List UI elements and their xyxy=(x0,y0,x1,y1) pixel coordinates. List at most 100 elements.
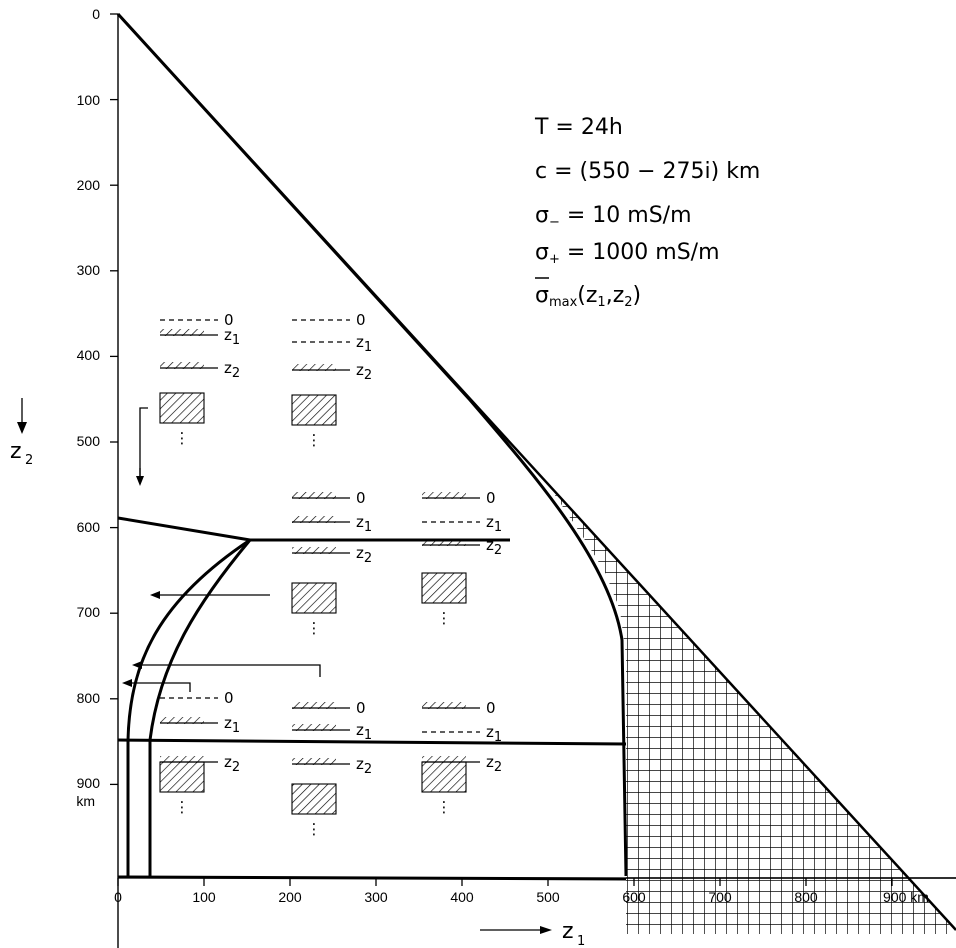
continuation-dots: ⋮ xyxy=(175,429,190,447)
param-period: T = 24h xyxy=(534,115,623,140)
y-tick-label: 700 xyxy=(77,604,101,620)
layer-label: z2 xyxy=(356,361,372,383)
layer-stack: 0z1 z2 ⋮ xyxy=(159,311,240,447)
y-tick-label: 600 xyxy=(77,519,101,535)
layer-label: z1 xyxy=(356,721,372,743)
x-tick-label: 800 xyxy=(794,889,818,905)
conductive-thin-layer xyxy=(292,758,336,765)
conductive-halfspace xyxy=(159,392,205,424)
conductive-thin-layer xyxy=(422,702,466,709)
layer-label: z1 xyxy=(224,326,240,348)
layer-stack: 0 z1 z2 ⋮ xyxy=(291,311,372,449)
y-tick-label: 800 xyxy=(77,690,101,706)
boundary-outer-curve xyxy=(126,538,251,876)
conductive-thin-layer xyxy=(292,547,336,554)
layer-label: z2 xyxy=(224,753,240,775)
layer-label: 0 xyxy=(356,311,366,329)
layer-stack-sketches: 0z1z2⋮0z1z2⋮0z1z2⋮0z1z2⋮0z1z2⋮0z1z2⋮0z1z… xyxy=(159,311,502,838)
x-tick-label: 100 xyxy=(192,889,216,905)
x-axis-title: z 1 xyxy=(480,919,585,948)
layer-label: 0 xyxy=(486,489,496,507)
conductive-thin-layer xyxy=(422,756,466,763)
x-tick-label: 400 xyxy=(450,889,474,905)
conductive-halfspace xyxy=(159,761,205,793)
conductive-thin-layer xyxy=(292,516,336,523)
arrow-shaft xyxy=(130,682,191,692)
y-tick-label: 100 xyxy=(77,92,101,108)
layer-stack: 0 z1 z2 ⋮ xyxy=(291,489,372,637)
conductive-thin-layer xyxy=(292,364,336,371)
continuation-dots: ⋮ xyxy=(175,798,190,816)
svg-text:2: 2 xyxy=(25,453,33,468)
conductive-thin-layer xyxy=(160,362,204,369)
param-sigma-plus: σ+ = 1000 mS/m xyxy=(535,240,720,267)
layer-label: z2 xyxy=(224,359,240,381)
conductive-thin-layer xyxy=(422,492,466,499)
svg-text:z: z xyxy=(10,439,22,464)
layer-label: z2 xyxy=(486,753,502,775)
boundary-curved-right xyxy=(116,12,628,877)
arrow-head xyxy=(122,679,132,687)
conductive-thin-layer xyxy=(292,492,336,499)
conductive-halfspace xyxy=(291,783,337,815)
x-tick-label: 0 xyxy=(114,889,122,905)
conductive-thin-layer xyxy=(160,717,204,724)
x-tick-label: 700 xyxy=(708,889,732,905)
boundary-inner-curve xyxy=(148,539,252,876)
layer-label: 0 xyxy=(356,699,366,717)
conductive-halfspace xyxy=(291,582,337,614)
y-tick-label: 300 xyxy=(77,262,101,278)
continuation-dots: ⋮ xyxy=(437,609,452,627)
arrow-shaft xyxy=(140,664,321,677)
layer-label: z1 xyxy=(356,513,372,535)
conductive-thin-layer xyxy=(422,539,466,546)
x-axis-ticks xyxy=(117,877,956,886)
conductive-thin-layer xyxy=(292,724,336,731)
layer-label: 0 xyxy=(224,689,234,707)
gridded-area-lower xyxy=(118,14,956,934)
continuation-dots: ⋮ xyxy=(307,431,322,449)
x-tick-label: 300 xyxy=(364,889,388,905)
y-tick-label: 500 xyxy=(77,433,101,449)
layer-label: 0 xyxy=(356,489,366,507)
y-tick-label: 0 xyxy=(92,6,100,22)
layer-label: z1 xyxy=(224,714,240,736)
continuation-dots: ⋮ xyxy=(307,619,322,637)
arrows xyxy=(139,407,148,480)
conductive-thin-layer xyxy=(160,329,204,336)
x-tick-label: 900 km xyxy=(883,889,929,905)
continuation-dots: ⋮ xyxy=(437,798,452,816)
layer-label: 0 xyxy=(486,699,496,717)
layer-label: 0 xyxy=(224,311,234,329)
layer-label: z2 xyxy=(356,544,372,566)
conductive-halfspace xyxy=(421,572,467,604)
y-axis-ticks xyxy=(110,13,118,786)
conductive-thin-layer xyxy=(292,702,336,709)
y-axis-title: z 2 xyxy=(10,398,33,468)
layer-label: z1 xyxy=(486,513,502,535)
conductive-halfspace xyxy=(421,761,467,793)
param-c: c = (550 − 275i) km xyxy=(535,159,760,184)
arrow-head xyxy=(132,661,142,669)
param-sigma-minus: σ− = 10 mS/m xyxy=(535,203,692,230)
layer-stack: 0 z1 z2 ⋮ xyxy=(159,689,240,816)
layer-label: z2 xyxy=(356,755,372,777)
conductive-thin-layer xyxy=(160,756,204,763)
y-tick-label: 900 xyxy=(77,775,101,791)
boundary-middle-horizontal xyxy=(117,738,627,746)
x-tick-label: 600 xyxy=(622,889,646,905)
conductive-halfspace xyxy=(291,394,337,426)
arrow-head xyxy=(150,591,160,599)
layer-label: z1 xyxy=(356,333,372,355)
arrow-head xyxy=(136,476,144,486)
x-tick-label: 200 xyxy=(278,889,302,905)
param-sigma-max: σmax(z1,z2) xyxy=(535,283,641,310)
y-tick-label: 400 xyxy=(77,347,101,363)
x-tick-label: 500 xyxy=(536,889,560,905)
y-tick-label: 200 xyxy=(77,177,101,193)
parameter-block: T = 24h c = (550 − 275i) km σ− = 10 mS/m… xyxy=(534,115,760,310)
